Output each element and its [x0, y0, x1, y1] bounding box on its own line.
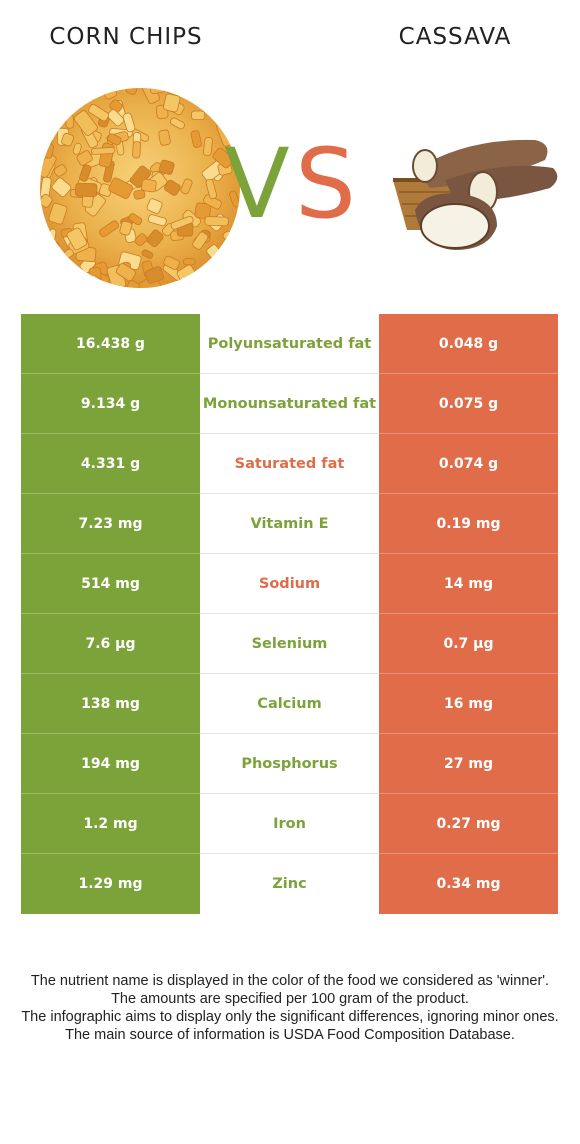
- table-row: 138 mg Calcium 16 mg: [21, 674, 558, 734]
- nutrient-comparison-table: 16.438 g Polyunsaturated fat 0.048 g 9.134 …: [21, 314, 558, 914]
- right-food-title: CASSAVA: [398, 24, 512, 50]
- right-value: 0.34 mg: [379, 854, 558, 914]
- right-value: 27 mg: [379, 734, 558, 794]
- table-row: 16.438 g Polyunsaturated fat 0.048 g: [21, 314, 558, 374]
- left-value: 4.331 g: [21, 434, 200, 494]
- nutrient-name: Iron: [200, 794, 379, 854]
- left-value: 138 mg: [21, 674, 200, 734]
- footnote: The amounts are specified per 100 gram o…: [111, 991, 469, 1007]
- footnote: The main source of information is USDA F…: [65, 1027, 515, 1043]
- table-row: 194 mg Phosphorus 27 mg: [21, 734, 558, 794]
- right-value: 14 mg: [379, 554, 558, 614]
- right-value: 0.075 g: [379, 374, 558, 434]
- right-value: 0.048 g: [379, 314, 558, 374]
- table-row: 514 mg Sodium 14 mg: [21, 554, 558, 614]
- left-value: 16.438 g: [21, 314, 200, 374]
- right-value: 16 mg: [379, 674, 558, 734]
- footnote: The nutrient name is displayed in the co…: [30, 973, 550, 989]
- left-value: 1.29 mg: [21, 854, 200, 914]
- left-value: 514 mg: [21, 554, 200, 614]
- left-value: 194 mg: [21, 734, 200, 794]
- nutrient-name: Vitamin E: [200, 494, 379, 554]
- nutrient-name: Calcium: [200, 674, 379, 734]
- left-value: 7.23 mg: [21, 494, 200, 554]
- table-row: 4.331 g Saturated fat 0.074 g: [21, 434, 558, 494]
- vs-letter-v: V: [224, 128, 290, 240]
- left-value: 1.2 mg: [21, 794, 200, 854]
- nutrient-name: Phosphorus: [200, 734, 379, 794]
- left-value: 7.6 µg: [21, 614, 200, 674]
- table-row: 7.23 mg Vitamin E 0.19 mg: [21, 494, 558, 554]
- table-row: 1.29 mg Zinc 0.34 mg: [21, 854, 558, 914]
- cassava-image: [393, 139, 558, 250]
- right-value: 0.7 µg: [379, 614, 558, 674]
- right-value: 0.27 mg: [379, 794, 558, 854]
- left-food-title: CORN CHIPS: [49, 24, 203, 50]
- corn-chips-image: [40, 88, 240, 288]
- nutrient-name: Saturated fat: [200, 434, 379, 494]
- table-row: 9.134 g Monounsaturated fat 0.075 g: [21, 374, 558, 434]
- footnote: The infographic aims to display only the…: [21, 1009, 559, 1025]
- table-row: 7.6 µg Selenium 0.7 µg: [21, 614, 558, 674]
- nutrient-name: Selenium: [200, 614, 379, 674]
- nutrient-name: Sodium: [200, 554, 379, 614]
- table-row: 1.2 mg Iron 0.27 mg: [21, 794, 558, 854]
- nutrient-name: Zinc: [200, 854, 379, 914]
- right-value: 0.19 mg: [379, 494, 558, 554]
- right-value: 0.074 g: [379, 434, 558, 494]
- left-value: 9.134 g: [21, 374, 200, 434]
- nutrient-name: Polyunsaturated fat: [200, 314, 379, 374]
- nutrient-name: Monounsaturated fat: [200, 374, 379, 434]
- vs-letter-s: S: [295, 128, 356, 240]
- footnotes: The nutrient name is displayed in the co…: [14, 972, 566, 1044]
